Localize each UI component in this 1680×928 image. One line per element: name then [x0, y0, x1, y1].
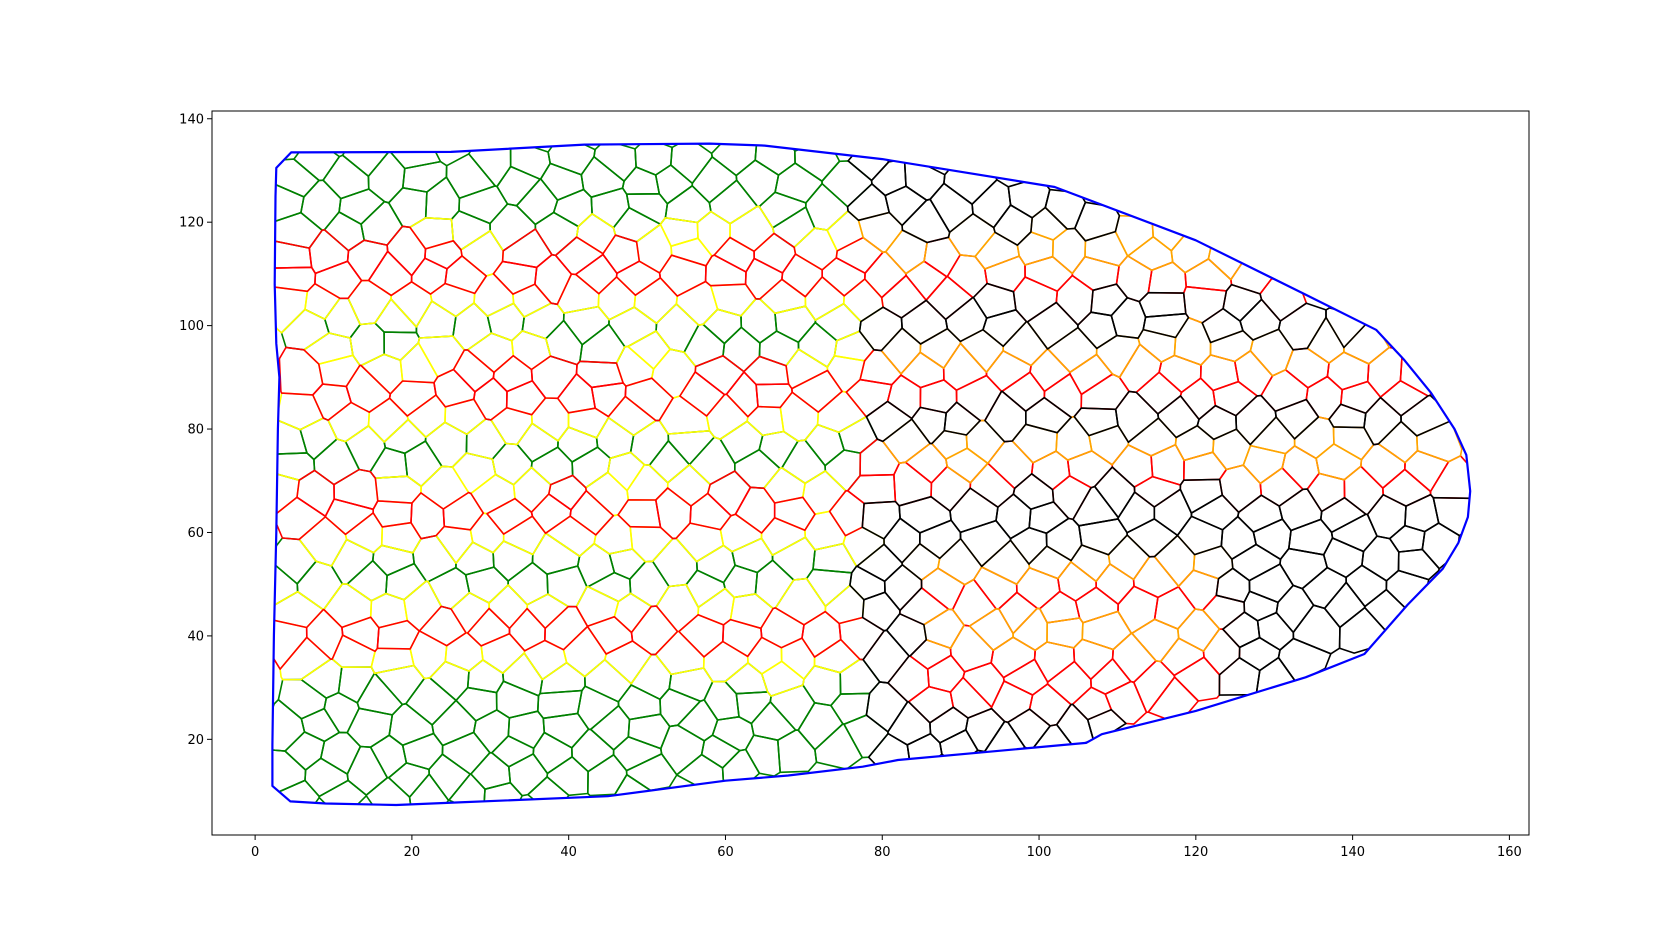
x-tick-label: 20 [404, 845, 421, 860]
cells-black [846, 143, 1471, 776]
y-tick-label: 100 [179, 319, 204, 334]
mesh-cell [910, 406, 948, 445]
mesh-cell [753, 232, 797, 274]
mesh-cell [743, 355, 790, 386]
y-tick-label: 60 [187, 526, 204, 541]
mesh-cell [1320, 496, 1367, 534]
mesh-cell [308, 229, 350, 275]
mesh-cell [424, 240, 463, 270]
mesh-cell [773, 496, 816, 532]
x-tick-label: 100 [1027, 845, 1052, 860]
mesh-cell [1025, 396, 1072, 434]
mesh-cell [345, 364, 392, 414]
x-tick-label: 160 [1497, 845, 1522, 860]
mesh-cell [694, 354, 745, 396]
mesh-cell [1093, 466, 1136, 519]
mesh-cell [706, 470, 752, 517]
mesh-cell [984, 390, 1027, 443]
mesh-cell [1090, 283, 1129, 317]
mesh-cell [1028, 501, 1070, 535]
mesh-cell [1363, 396, 1402, 446]
mesh-cell [543, 605, 589, 651]
mesh-cell [602, 234, 641, 275]
mesh-cell [530, 493, 572, 535]
mesh-cell [305, 608, 344, 661]
mesh-cell [386, 225, 427, 277]
mesh-cell [624, 377, 674, 422]
mesh-cell [569, 489, 615, 536]
mesh-cell [760, 607, 805, 649]
x-tick-label: 0 [251, 845, 259, 860]
mesh-cell [1222, 283, 1263, 322]
mesh-cell [547, 474, 588, 511]
mesh-cell [1081, 610, 1133, 651]
x-tick-label: 40 [560, 845, 577, 860]
mesh-cell [858, 306, 903, 352]
mesh-cell [530, 355, 578, 400]
mesh-cell [1177, 608, 1221, 653]
mesh-cell [376, 619, 421, 650]
mesh-cell [433, 368, 476, 408]
domain-boundary [271, 142, 1472, 807]
mesh-cell [1293, 416, 1335, 460]
mesh-cell [1007, 708, 1051, 751]
mesh-cell [333, 468, 379, 511]
mesh-cell [410, 492, 446, 540]
mesh-cell [278, 346, 324, 396]
mesh-cell [1012, 607, 1048, 652]
mesh-cell [575, 360, 624, 389]
x-tick-label: 140 [1340, 845, 1365, 860]
mesh-cell [1274, 398, 1320, 440]
mesh-cells [272, 143, 1471, 806]
mesh-cell [654, 487, 692, 540]
mesh-cell [273, 496, 327, 541]
mesh-cell [1012, 472, 1055, 511]
mesh-cell [1278, 488, 1323, 532]
mesh-cell [1235, 394, 1277, 446]
mesh-cell [1138, 291, 1187, 318]
mesh-cell [1110, 296, 1147, 340]
plot-frame [211, 110, 1530, 836]
y-tick-label: 120 [179, 216, 204, 231]
mesh-cell [972, 282, 1017, 319]
x-axis: 0 20 40 60 80 100 120 140 160 [251, 835, 1522, 860]
mesh-cell [418, 605, 467, 647]
mesh-cell [630, 605, 679, 656]
mesh-cell [793, 143, 841, 182]
mesh-cell [509, 143, 552, 180]
x-tick-label: 80 [874, 845, 891, 860]
y-tick-label: 20 [187, 733, 204, 748]
mesh-cell [1114, 390, 1160, 444]
mesh-cell [1179, 478, 1224, 514]
mesh-cell [501, 228, 553, 269]
mesh-cell [346, 239, 389, 282]
x-tick-label: 60 [717, 845, 734, 860]
mesh-cell [982, 308, 1028, 348]
mesh-cell [943, 401, 982, 436]
mesh-cell [607, 451, 646, 492]
mesh-cell [293, 143, 341, 182]
y-tick-label: 140 [179, 112, 204, 127]
mesh-cell [1277, 302, 1327, 351]
x-tick-label: 120 [1183, 845, 1208, 860]
mesh-cell [444, 255, 488, 295]
y-tick-label: 80 [187, 423, 204, 438]
mesh-cell [627, 330, 672, 370]
mesh-cell [1173, 316, 1212, 366]
y-tick-label: 40 [187, 629, 204, 644]
mesh-cell [442, 491, 485, 531]
y-axis: 20 40 60 80 100 120 140 [179, 112, 212, 748]
mesh-cell [887, 700, 932, 746]
mesh-cell [790, 369, 843, 413]
